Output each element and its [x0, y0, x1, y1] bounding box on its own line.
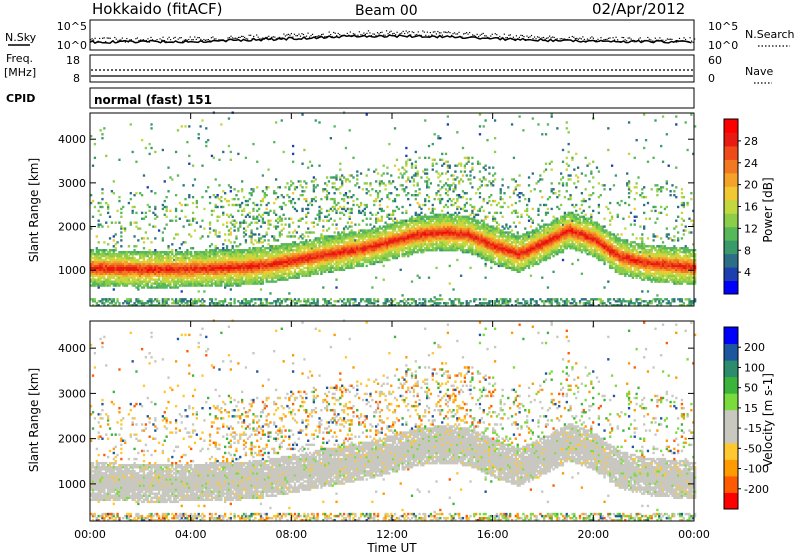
- y-tick-label: 3000: [58, 387, 86, 400]
- velocity-colorbar-label: Velocity [m s-1]: [761, 373, 775, 467]
- noise-panel: N.Sky 10^5 10^0 10^5 10^0 N.Search: [5, 19, 795, 52]
- power-y-ticks: 1000 2000 3000 4000: [58, 133, 694, 277]
- x-axis-label: Time UT: [366, 541, 417, 554]
- y-tick-label: 3000: [58, 177, 86, 190]
- x-tick-label: 16:00: [477, 528, 509, 541]
- x-tick-label: 12:00: [376, 528, 408, 541]
- x-tick-label: 00:00: [678, 528, 710, 541]
- colorbar-tick-label: 16: [744, 201, 758, 214]
- velocity-panel: Slant Range [km] 1000 2000 3000 4000 200 100…: [27, 319, 775, 522]
- colorbar-tick-label: -200: [744, 483, 769, 496]
- nave-right-tick-top: 60: [708, 54, 722, 67]
- x-tick-label: 00:00: [74, 528, 106, 541]
- power-ylabel: Slant Range [km]: [27, 158, 41, 262]
- colorbar-tick-label: 8: [744, 244, 751, 257]
- freq-left-tick-top: 18: [66, 54, 80, 67]
- velocity-colorbar: 200 100 50 15 -15 -50 -100 -200: [723, 326, 769, 510]
- velocity-y-ticks: 1000 2000 3000 4000: [58, 342, 694, 491]
- colorbar-tick-label: 20: [744, 179, 758, 192]
- power-heatmap-cells: [90, 111, 697, 307]
- noise-right-tick-top: 10^5: [708, 20, 738, 33]
- freq-label-line2: [MHz]: [4, 66, 36, 79]
- noise-left-tick-bottom: 10^0: [57, 39, 87, 52]
- cpid-panel: CPID normal (fast) 151: [6, 87, 695, 109]
- power-colorbar: 28 24 20 16 12 8 4: [723, 118, 758, 295]
- colorbar-tick-label: 50: [744, 382, 758, 395]
- colorbar-tick-label: -50: [744, 442, 762, 455]
- y-tick-label: 1000: [58, 264, 86, 277]
- cpid-text: normal (fast) 151: [94, 93, 212, 107]
- colorbar-tick-label: 4: [744, 266, 751, 279]
- y-tick-label: 2000: [58, 221, 86, 234]
- colorbar-tick-label: 15: [744, 402, 758, 415]
- colorbar-tick-label: 200: [744, 341, 765, 354]
- time-x-axis: 00:00 04:00 08:00 12:00 16:00 20:00 00:00: [74, 113, 710, 541]
- y-tick-label: 1000: [58, 478, 86, 491]
- nave-right-tick-bottom: 0: [708, 72, 715, 85]
- power-panel: Slant Range [km] 1000 2000 3000 4000 28 24 20…: [27, 111, 775, 307]
- noise-search-dots: [90, 30, 696, 44]
- colorbar-tick-label: -100: [744, 463, 769, 476]
- colorbar-tick-label: 12: [744, 222, 758, 235]
- frequency-panel: Freq. [MHz] 18 8 60 0 Nave: [4, 52, 773, 85]
- x-tick-label: 04:00: [175, 528, 207, 541]
- x-tick-label: 20:00: [577, 528, 609, 541]
- colorbar-tick-label: 28: [744, 135, 758, 148]
- noise-right-tick-bottom: 10^0: [708, 39, 738, 52]
- noise-sky-trace: [89, 34, 692, 44]
- velocity-ylabel: Slant Range [km]: [27, 368, 41, 472]
- nave-right-label: Nave: [745, 65, 773, 78]
- y-tick-label: 4000: [58, 133, 86, 146]
- y-tick-label: 2000: [58, 433, 86, 446]
- date-title: 02/Apr/2012: [592, 0, 685, 18]
- velocity-heatmap-cells: [90, 319, 697, 522]
- x-tick-label: 08:00: [275, 528, 307, 541]
- power-colorbar-label: Power [dB]: [761, 177, 775, 242]
- noise-left-tick-top: 10^5: [57, 20, 87, 33]
- colorbar-tick-label: -15: [744, 422, 762, 435]
- colorbar-tick-label: 24: [744, 157, 758, 170]
- station-title: Hokkaido (fitACF): [92, 0, 223, 18]
- freq-left-tick-bottom: 8: [73, 72, 80, 85]
- freq-label-line1: Freq.: [6, 52, 33, 65]
- y-tick-label: 4000: [58, 342, 86, 355]
- noise-left-label: N.Sky: [5, 31, 37, 44]
- noise-right-label: N.Search: [745, 28, 795, 41]
- colorbar-tick-label: 100: [744, 361, 765, 374]
- cpid-label: CPID: [6, 92, 35, 105]
- beam-title: Beam 00: [355, 3, 418, 19]
